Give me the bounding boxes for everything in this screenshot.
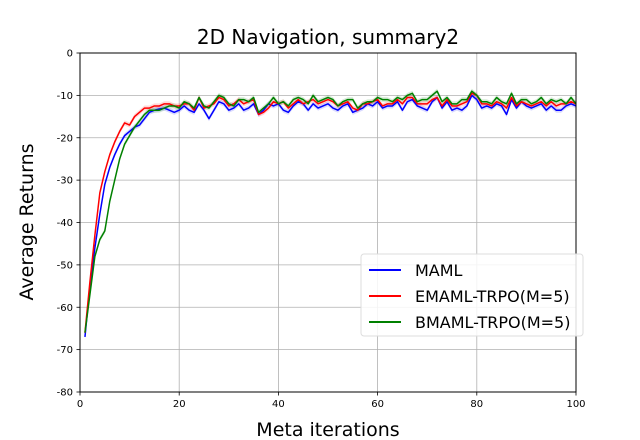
y-tick-label: -60	[57, 303, 73, 314]
legend-label-2: BMAML-TRPO(M=5)	[415, 313, 570, 332]
axis-ticks: 0 20 40 60 80 100 0 -10 -20 -30 -40 -50 -60 -70 -80	[57, 49, 586, 411]
series-line-2	[84, 90, 577, 333]
x-tick-label: 80	[470, 399, 483, 410]
x-tick-label: 60	[371, 399, 384, 410]
confidence-bands	[84, 88, 577, 340]
series-line-0	[84, 94, 577, 337]
y-tick-label: -70	[57, 345, 73, 356]
series-line-1	[84, 92, 577, 333]
y-tick-label: -40	[57, 218, 73, 229]
series-band-1	[84, 90, 577, 336]
legend-label-1: EMAML-TRPO(M=5)	[415, 287, 570, 306]
chart-title: 2D Navigation, summary2	[197, 25, 459, 49]
x-axis-label: Meta iterations	[256, 419, 399, 440]
y-tick-label: -50	[57, 260, 73, 271]
y-tick-label: -30	[57, 176, 73, 187]
y-axis-label: Average Returns	[16, 143, 38, 300]
legend-box	[360, 253, 584, 337]
y-tick-label: -10	[57, 91, 73, 102]
x-tick-label: 0	[77, 399, 83, 410]
x-tick-label: 100	[566, 399, 585, 410]
legend: MAML EMAML-TRPO(M=5) BMAML-TRPO(M=5)	[360, 253, 584, 337]
y-tick-label: -80	[57, 388, 73, 399]
series-lines	[84, 90, 577, 337]
legend-label-0: MAML	[415, 261, 463, 280]
y-tick-label: 0	[67, 49, 73, 60]
y-tick-label: -20	[57, 133, 73, 144]
x-tick-label: 40	[272, 399, 285, 410]
x-tick-label: 20	[173, 399, 186, 410]
